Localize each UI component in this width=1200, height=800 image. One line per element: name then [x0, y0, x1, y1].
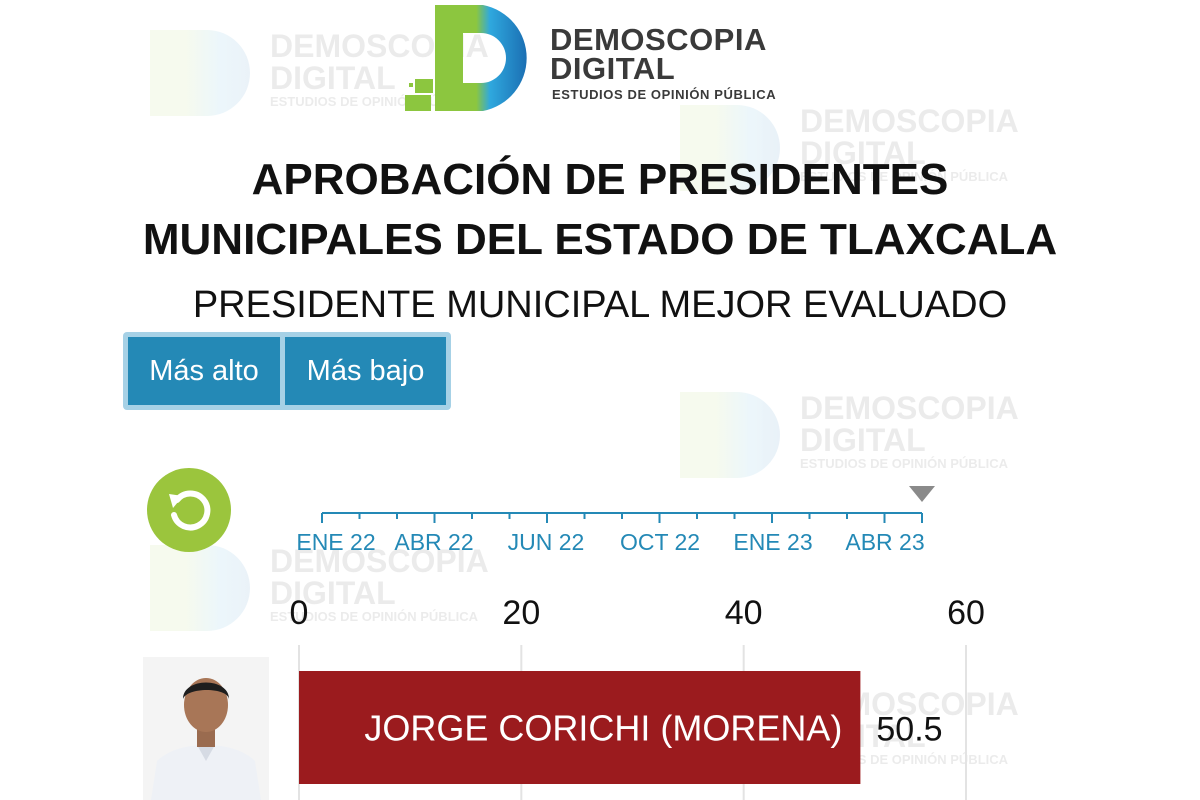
x-tick-label: 60: [947, 594, 985, 632]
bars: JORGE CORICHI (MORENA) 50.5: [299, 671, 943, 784]
page-title-line1: APROBACIÓN DE PRESIDENTES: [251, 155, 949, 204]
x-tick-label: 40: [725, 594, 763, 632]
bar-value-label: 50.5: [876, 711, 942, 749]
logo-title-line1: DEMOSCOPIA: [550, 22, 767, 57]
timeline-label: ENE 22: [296, 529, 375, 555]
page-subtitle: PRESIDENTE MUNICIPAL MEJOR EVALUADO: [192, 284, 1008, 326]
candidate-photo: [143, 657, 269, 800]
bar-category-label: JORGE CORICHI (MORENA): [364, 708, 842, 749]
replay-button[interactable]: [147, 468, 231, 552]
page-title-line2: MUNICIPALES DEL ESTADO DE TLAXCALA: [142, 215, 1058, 264]
sort-toggle: Más alto Más bajo: [123, 332, 451, 410]
sort-highest-button[interactable]: Más alto: [128, 337, 280, 405]
timeline-label: JUN 22: [508, 529, 585, 555]
candidate-avatar-icon: [151, 678, 261, 800]
timeline-label: OCT 22: [620, 529, 700, 555]
timeline-slider[interactable]: ENE 22 ABR 22 JUN 22 OCT 22 ENE 23 ABR 23: [296, 486, 935, 555]
timeline-handle: [909, 486, 935, 502]
replay-icon: [169, 490, 211, 531]
timeline-label: ABR 22: [394, 529, 473, 555]
x-tick-label: 0: [290, 594, 309, 632]
bar: [299, 671, 861, 784]
timeline-label: ABR 23: [845, 529, 924, 555]
logo-title-line2: DIGITAL: [550, 51, 676, 86]
sort-lowest-button[interactable]: Más bajo: [285, 337, 446, 405]
page-title: APROBACIÓN DE PRESIDENTES MUNICIPALES DE…: [0, 150, 1200, 270]
logo-title: DEMOSCOPIA DIGITAL: [550, 22, 767, 86]
timeline-label: ENE 23: [733, 529, 812, 555]
logo-d-mark: [405, 5, 527, 111]
logo-subtitle: ESTUDIOS DE OPINIÓN PÚBLICA: [552, 87, 777, 102]
x-tick-label: 20: [502, 594, 540, 632]
brand-logo: DEMOSCOPIA DIGITAL ESTUDIOS DE OPINIÓN P…: [405, 3, 785, 113]
x-axis: 0 20 40 60: [290, 594, 985, 632]
